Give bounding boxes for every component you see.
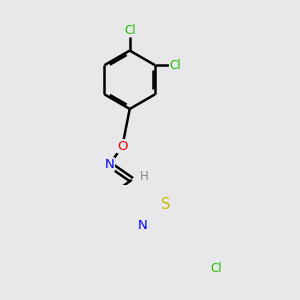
Text: Cl: Cl [124, 24, 136, 37]
Text: H: H [140, 170, 149, 183]
Text: N: N [137, 219, 147, 232]
Text: Cl: Cl [211, 262, 222, 275]
Text: N: N [105, 158, 114, 171]
Text: S: S [161, 197, 170, 212]
Text: O: O [117, 140, 128, 153]
Text: Cl: Cl [169, 59, 181, 72]
